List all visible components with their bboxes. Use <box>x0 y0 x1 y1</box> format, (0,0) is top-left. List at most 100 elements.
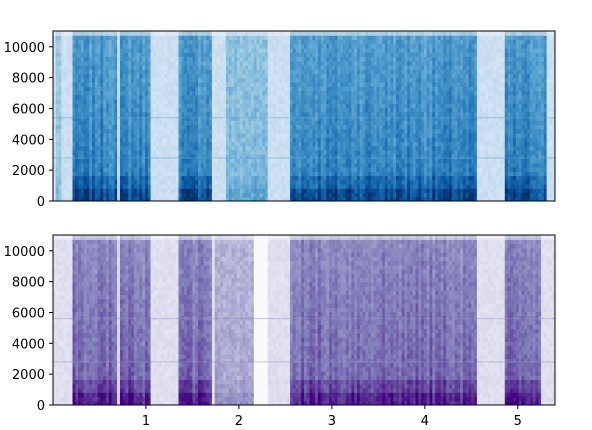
spectrogram-cell <box>264 107 269 113</box>
spectrogram-cell <box>66 188 71 194</box>
spectrogram-cell <box>164 137 168 143</box>
spectrogram-cell <box>234 141 238 147</box>
spectrogram-cell <box>53 171 57 177</box>
spectrogram-cell <box>170 116 174 121</box>
spectrogram-cell <box>114 111 118 117</box>
spectrogram-cell <box>231 141 235 147</box>
spectrogram-cell <box>323 141 327 147</box>
spectrogram-cell <box>270 133 274 138</box>
spectrogram-cell <box>217 192 221 198</box>
spectrogram-cell <box>225 184 230 189</box>
spectrogram-cell <box>200 111 205 117</box>
spectrogram-cell <box>320 141 325 147</box>
spectrogram-cell <box>122 179 127 185</box>
spectrogram-cell <box>356 124 361 130</box>
spectrogram-cell <box>184 90 188 96</box>
spectrogram-cell <box>150 188 154 194</box>
spectrogram-cell <box>175 179 180 185</box>
spectrogram-cell <box>323 154 327 160</box>
spectrogram-cell <box>354 52 358 58</box>
spectrogram-cell <box>186 120 191 126</box>
spectrogram-cell <box>92 175 96 181</box>
spectrogram-cell <box>264 128 269 134</box>
spectrogram-cell <box>158 171 163 177</box>
spectrogram-cell <box>384 175 389 181</box>
spectrogram-cell <box>178 69 182 75</box>
spectrogram-cell <box>384 188 389 194</box>
spectrogram-cell <box>111 52 115 58</box>
spectrogram-cell <box>264 94 269 100</box>
spectrogram-cell <box>223 120 227 126</box>
spectrogram-cell <box>295 77 300 83</box>
spectrogram-cell <box>170 120 174 126</box>
spectrogram-cell <box>248 124 252 130</box>
spectrogram-cell <box>181 133 185 138</box>
spectrogram-cell <box>153 65 157 70</box>
spectrogram-cell <box>304 65 308 70</box>
spectrogram-cell <box>368 99 372 104</box>
spectrogram-cell <box>281 86 286 92</box>
spectrogram-cell <box>105 94 110 100</box>
spectrogram-cell <box>337 111 341 117</box>
spectrogram-cell <box>136 192 141 198</box>
spectrogram-cell <box>382 86 386 92</box>
spectrogram-cell <box>301 69 305 75</box>
spectrogram-cell <box>281 188 286 194</box>
spectrogram-cell <box>270 184 274 189</box>
spectrogram-cell <box>89 128 93 134</box>
spectrogram-cell <box>142 73 146 79</box>
spectrogram-cell <box>345 167 350 172</box>
spectrogram-cell <box>122 103 127 109</box>
spectrogram-cell <box>253 56 258 62</box>
spectrogram-cell <box>390 154 394 160</box>
spectrogram-cell <box>376 162 380 168</box>
spectrogram-cell <box>108 90 113 96</box>
spectrogram-cell <box>278 60 283 66</box>
spectrogram-cell <box>139 35 143 41</box>
spectrogram-cell <box>387 107 392 113</box>
spectrogram-cell <box>119 39 124 45</box>
spectrogram-cell <box>131 35 135 41</box>
spectrogram-cell <box>189 43 194 49</box>
spectrogram-cell <box>334 128 339 134</box>
spectrogram-cell <box>195 90 199 96</box>
spectrogram-cell <box>209 35 213 41</box>
spectrogram-cell <box>287 77 291 83</box>
spectrogram-cell <box>239 192 244 198</box>
spectrogram-cell <box>203 158 207 164</box>
spectrogram-cell <box>298 179 302 185</box>
spectrogram-cell <box>301 120 305 126</box>
spectrogram-cell <box>64 116 68 121</box>
spectrogram-cell <box>354 60 358 66</box>
spectrogram-cell <box>315 141 319 147</box>
spectrogram-cell <box>281 175 286 181</box>
spectrogram-cell <box>248 31 252 36</box>
spectrogram-cell <box>128 120 132 126</box>
spectrogram-cell <box>72 31 76 36</box>
spectrogram-cell <box>209 145 213 151</box>
spectrogram-cell <box>248 107 252 113</box>
spectrogram-cell <box>214 171 219 177</box>
spectrogram-cell <box>323 179 327 185</box>
spectrogram-cell <box>181 86 185 92</box>
spectrogram-cell <box>164 158 168 164</box>
spectrogram-cell <box>373 137 378 143</box>
spectrogram-cell <box>334 196 339 201</box>
spectrogram-cell <box>368 90 372 96</box>
spectrogram-cell <box>248 77 252 83</box>
spectrogram-cell <box>161 35 166 41</box>
spectrogram-cell <box>379 162 383 168</box>
spectrogram-cell <box>167 128 171 134</box>
spectrogram-cell <box>58 39 62 45</box>
spectrogram-cell <box>119 184 124 189</box>
spectrogram-cell <box>312 103 316 109</box>
spectrogram-cell <box>192 60 196 66</box>
spectrogram-cell <box>150 31 154 36</box>
spectrogram-cell <box>396 60 400 66</box>
spectrogram-cell <box>345 39 350 45</box>
spectrogram-cell <box>348 60 353 66</box>
spectrogram-cell <box>309 137 313 143</box>
spectrogram-cell <box>320 60 325 66</box>
spectrogram-cell <box>195 116 199 121</box>
spectrogram-cell <box>343 103 347 109</box>
